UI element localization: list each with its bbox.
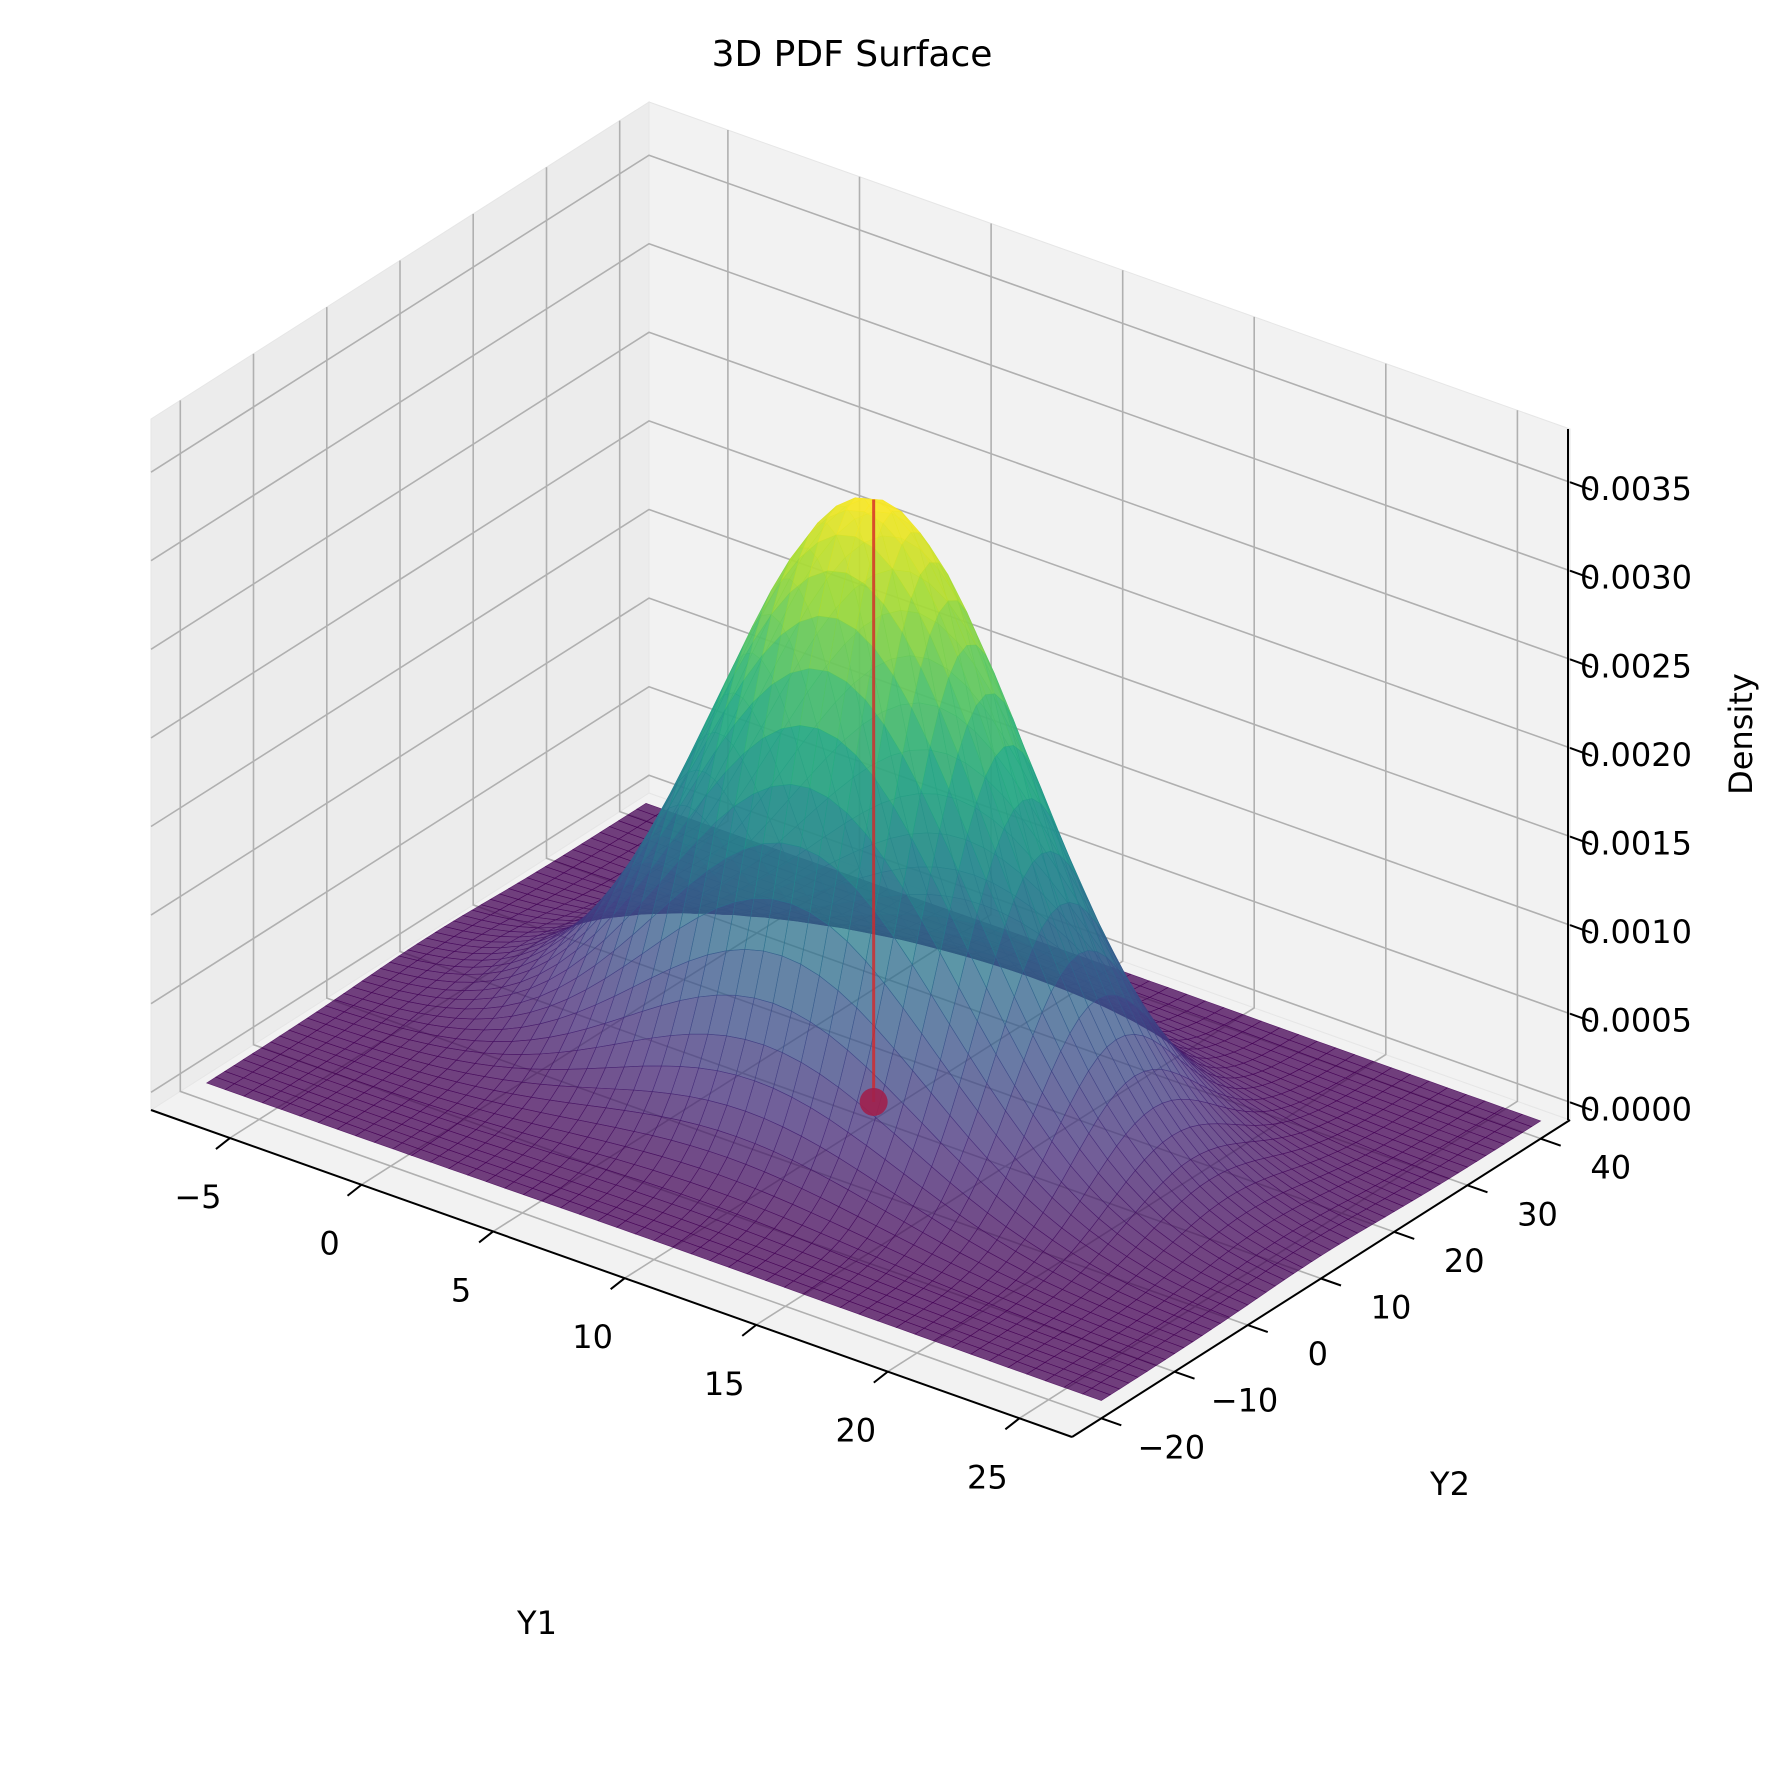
x-axis-label: Y1 [516, 1604, 557, 1642]
x-tick-label: 10 [572, 1318, 613, 1356]
surface-patch [1082, 1387, 1112, 1401]
x-tick-label: 5 [451, 1271, 471, 1309]
y-tick [1320, 1277, 1342, 1287]
y-tick [1174, 1370, 1195, 1380]
x-tick-label: −5 [174, 1178, 221, 1216]
x-axis-line [150, 1109, 1073, 1438]
x-tick [478, 1230, 494, 1244]
y-tick-label: 40 [1590, 1149, 1631, 1187]
y-tick [1100, 1417, 1122, 1427]
y-tick [1540, 1137, 1562, 1147]
z-tick [1569, 658, 1593, 669]
z-tick [1569, 569, 1593, 580]
y-tick-label: −10 [1211, 1382, 1279, 1420]
mean-point [859, 1087, 888, 1116]
axis-labels: Y1 Y2 Density [516, 673, 1760, 1642]
y-tick-label: 0 [1308, 1335, 1328, 1373]
x-tick [346, 1183, 363, 1197]
x-tick [741, 1324, 757, 1337]
x-tick [1004, 1417, 1020, 1431]
z-tick [1569, 746, 1593, 757]
z-tick-label: 0.0035 [1580, 470, 1692, 508]
chart-title: 3D PDF Surface [712, 34, 993, 75]
y-tick-label: 10 [1371, 1289, 1412, 1327]
z-tick-label: 0.0010 [1580, 913, 1692, 951]
z-tick [1569, 481, 1593, 492]
z-gridline [150, 774, 1571, 1104]
z-gridline [150, 331, 1571, 661]
z-gridline [150, 420, 1571, 749]
z-tick-label: 0.0025 [1580, 647, 1692, 685]
x-tick-label: 0 [319, 1225, 339, 1263]
z-tick [1569, 924, 1593, 935]
z-gridline [150, 154, 1571, 483]
z-axis-label: Density [1722, 673, 1760, 795]
y-tick-label: −20 [1138, 1428, 1206, 1466]
y-tick [1393, 1230, 1415, 1240]
y-tick [1247, 1324, 1269, 1334]
y-axis-label: Y2 [1429, 1465, 1470, 1503]
z-tick [1569, 835, 1593, 846]
y-tick-label: 30 [1517, 1195, 1558, 1233]
z-gridline [150, 242, 1571, 572]
y-tick [1467, 1184, 1488, 1194]
x-tick-label: 15 [704, 1365, 745, 1403]
x-tick [215, 1137, 231, 1150]
z-gridline [150, 508, 1571, 838]
x-tick [610, 1277, 626, 1290]
x-tick-label: 20 [835, 1412, 876, 1450]
y-tick-label: 20 [1444, 1242, 1485, 1280]
z-tick-label: 0.0020 [1580, 736, 1692, 774]
x-tick [873, 1370, 889, 1384]
tick-marks: −5 0 5 10 15 20 25 −20−10 0 10 20 30 40 0.0000 0.0005 0… [174, 470, 1692, 1496]
z-tick-label: 0.0030 [1580, 559, 1692, 597]
z-tick-label: 0.0005 [1580, 1002, 1692, 1040]
z-gridline [150, 685, 1571, 1015]
z-tick [1569, 1101, 1593, 1112]
x-tick-label: 25 [967, 1458, 1008, 1496]
z-gridline [150, 597, 1571, 926]
z-tick-label: 0.0000 [1580, 1090, 1692, 1128]
z-tick-label: 0.0015 [1580, 825, 1692, 863]
z-tick [1569, 1012, 1593, 1023]
pdf-surface [205, 497, 1542, 1401]
